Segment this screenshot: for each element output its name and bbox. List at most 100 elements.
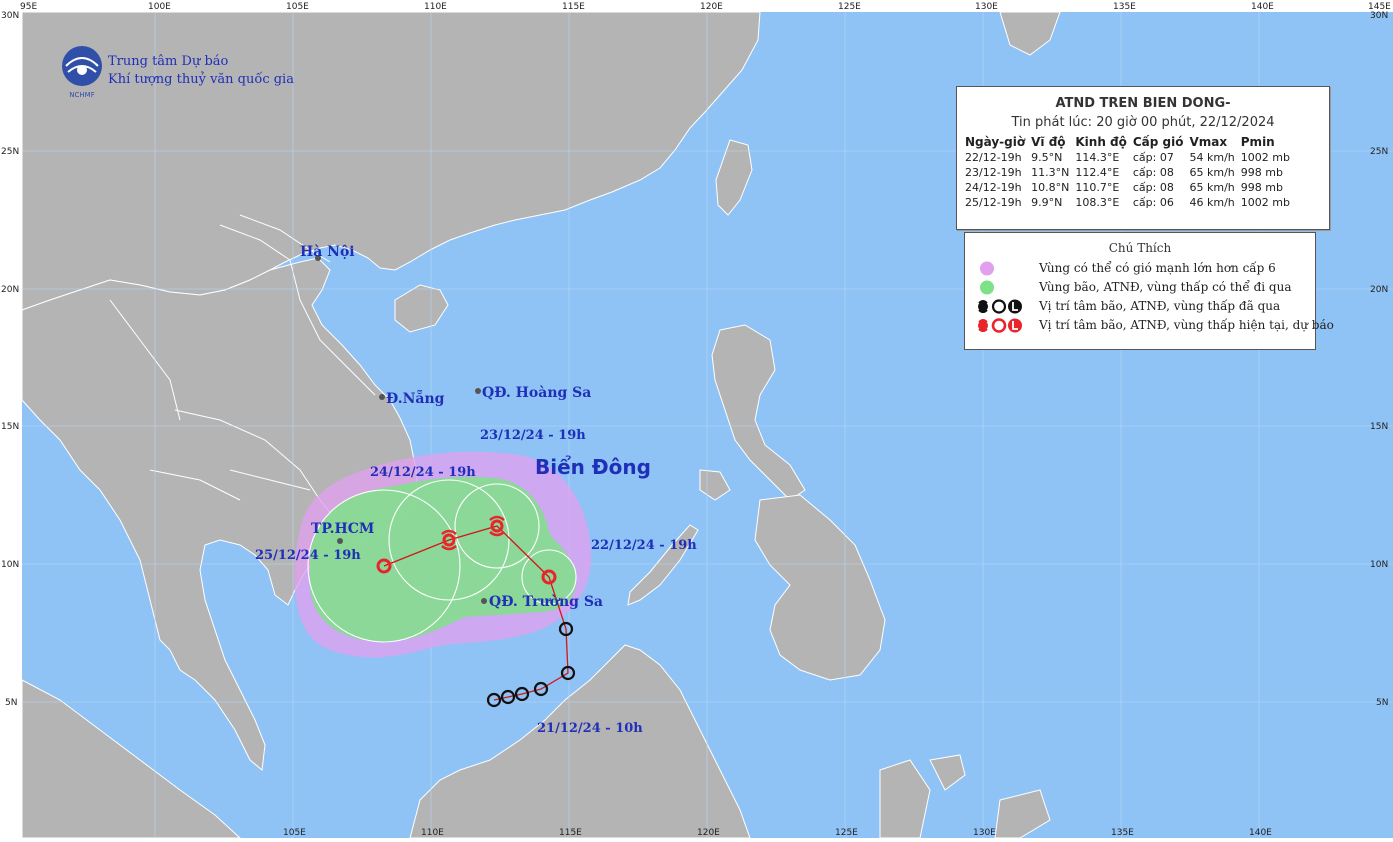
label-hoang-sa: QĐ. Hoàng Sa [482, 385, 591, 401]
lon-label: 115E [562, 2, 585, 12]
lat-label: 30N [1, 11, 19, 21]
lat-label: 10N [1370, 560, 1388, 570]
legend-label: Vùng bão, ATNĐ, vùng thấp có thể đi qua [1039, 280, 1292, 294]
lon-label: 125E [838, 2, 861, 12]
table-cell: 10.8°N [1031, 181, 1070, 194]
table-cell: 112.4°E [1075, 166, 1120, 179]
lat-labels-right: 30N 25N 20N 15N 10N 5N [1370, 11, 1388, 708]
lat-label: 15N [1370, 422, 1388, 432]
forecast-position-icons [978, 318, 1022, 333]
lat-label: 5N [1376, 698, 1388, 708]
table-cell: 24/12-19h [965, 181, 1022, 194]
table-row: 25/12-19h 9.9°N 108.3°E cấp: 06 46 km/h … [965, 195, 1296, 210]
table-cell: cấp: 07 [1132, 151, 1174, 164]
table-cell: 23/12-19h [965, 166, 1022, 179]
table-cell: 65 km/h [1189, 181, 1235, 194]
col-header: Vmax [1189, 135, 1228, 149]
lon-labels-top: 95E 100E 105E 110E 115E 120E 125E 130E 1… [20, 2, 1391, 12]
org-name-line1: Trung tâm Dự báo [108, 54, 229, 69]
table-row: 22/12-19h 9.5°N 114.3°E cấp: 07 54 km/h … [965, 150, 1296, 165]
storm-zone [310, 476, 577, 642]
table-cell: 25/12-19h [965, 196, 1022, 209]
table-cell: 1002 mb [1240, 196, 1290, 209]
col-header: Cấp gió [1132, 135, 1184, 149]
lon-label: 95E [20, 2, 37, 12]
logo-text: NCHMF [69, 91, 94, 99]
table-cell: 22/12-19h [965, 151, 1022, 164]
lat-label: 30N [1370, 11, 1388, 21]
label-bien-dong: Biển Đông [535, 455, 651, 479]
table-cell: 54 km/h [1189, 151, 1235, 164]
green-dot-icon [980, 280, 994, 295]
legend-label: Vị trí tâm bão, ATNĐ, vùng thấp hiện tại… [1039, 318, 1334, 332]
storm-track [383, 525, 569, 701]
table-cell: cấp: 06 [1132, 196, 1174, 209]
date-label-23-12: 23/12/24 - 19h [480, 428, 586, 443]
col-header: Ngày-giờ [965, 135, 1026, 149]
land [21, 11, 1061, 839]
label-da-nang: Đ.Nẵng [386, 388, 445, 407]
lat-label: 20N [1, 285, 19, 295]
col-header: Pmin [1240, 135, 1275, 149]
city-dots [315, 255, 487, 604]
lon-label: 120E [697, 828, 720, 838]
legend-item: Vị trí tâm bão, ATNĐ, vùng thấp đã qua [965, 297, 1315, 316]
table-header-row: Ngày-giờ Vĩ độ Kinh độ Cấp gió Vmax Pmin [965, 135, 1296, 150]
table-cell: 46 km/h [1189, 196, 1235, 209]
table-cell: 110.7°E [1075, 181, 1120, 194]
date-label-25-12: 25/12/24 - 19h [255, 548, 361, 563]
lon-label: 100E [148, 2, 171, 12]
storm-info-box: ATND TREN BIEN DONG- Tin phát lúc: 20 gi… [956, 86, 1330, 230]
label-tp-hcm: TP.HCM [311, 521, 374, 537]
org-header: NCHMF Trung tâm Dự báo Khí tượng thuỷ vă… [58, 44, 308, 102]
table-cell: 9.9°N [1031, 196, 1063, 209]
table-cell: cấp: 08 [1132, 181, 1174, 194]
date-label-21-12: 21/12/24 - 10h [537, 721, 643, 736]
table-cell: cấp: 08 [1132, 166, 1174, 179]
legend-title: Chú Thích [1108, 241, 1172, 255]
date-label-22-12: 22/12/24 - 19h [591, 538, 697, 553]
lon-label: 120E [700, 2, 723, 12]
table-row: 23/12-19h 11.3°N 112.4°E cấp: 08 65 km/h… [965, 165, 1296, 180]
table-cell: 998 mb [1240, 166, 1283, 179]
storm-symbol-icon [441, 529, 457, 551]
lat-label: 25N [1, 147, 19, 157]
forecast-circles [307, 479, 577, 643]
purple-dot-icon [980, 261, 994, 276]
legend-item: Vùng có thể có gió mạnh lớn hơn cấp 6 [965, 259, 1315, 278]
lon-label: 130E [973, 828, 996, 838]
table-row: 24/12-19h 10.8°N 110.7°E cấp: 08 65 km/h… [965, 180, 1296, 195]
lat-label: 5N [5, 698, 17, 708]
legend-label: Vị trí tâm bão, ATNĐ, vùng thấp đã qua [1039, 299, 1281, 313]
legend-label: Vùng có thể có gió mạnh lớn hơn cấp 6 [1039, 261, 1276, 275]
col-header: Vĩ độ [1031, 135, 1066, 149]
lon-labels-bottom: 105E 110E 115E 120E 125E 130E 135E 140E [283, 828, 1272, 838]
info-title: ATND TREN BIEN DONG- [1055, 96, 1231, 111]
lon-label: 110E [421, 828, 444, 838]
lat-label: 20N [1370, 285, 1388, 295]
lat-label: 10N [1, 560, 19, 570]
table-cell: 65 km/h [1189, 166, 1235, 179]
lon-label: 140E [1251, 2, 1274, 12]
lon-label: 145E [1368, 2, 1391, 12]
legend-box: Chú Thích Vùng có thể có gió mạnh lớn hơ… [964, 232, 1334, 350]
table-cell: 114.3°E [1075, 151, 1120, 164]
forecast-table: Ngày-giờ Vĩ độ Kinh độ Cấp gió Vmax Pmin… [965, 135, 1296, 210]
label-ha-noi: Hà Nội [300, 244, 355, 260]
lon-label: 125E [835, 828, 858, 838]
info-issued-time: Tin phát lúc: 20 giờ 00 phút, 22/12/2024 [1011, 115, 1275, 130]
lat-labels-left: 30N 25N 20N 15N 10N 5N [1, 11, 19, 708]
legend-item: Vùng bão, ATNĐ, vùng thấp có thể đi qua [965, 278, 1315, 297]
table-cell: 108.3°E [1075, 196, 1120, 209]
table-cell: 9.5°N [1031, 151, 1063, 164]
lon-label: 115E [559, 828, 582, 838]
past-positions [486, 621, 576, 708]
table-cell: 11.3°N [1031, 166, 1070, 179]
lon-label: 135E [1113, 2, 1136, 12]
nchmf-logo-icon: NCHMF [62, 46, 102, 99]
date-label-24-12: 24/12/24 - 19h [370, 465, 476, 480]
lon-label: 110E [424, 2, 447, 12]
label-truong-sa: QĐ. Trường Sa [489, 594, 603, 610]
lat-label: 25N [1370, 147, 1388, 157]
lon-label: 135E [1111, 828, 1134, 838]
